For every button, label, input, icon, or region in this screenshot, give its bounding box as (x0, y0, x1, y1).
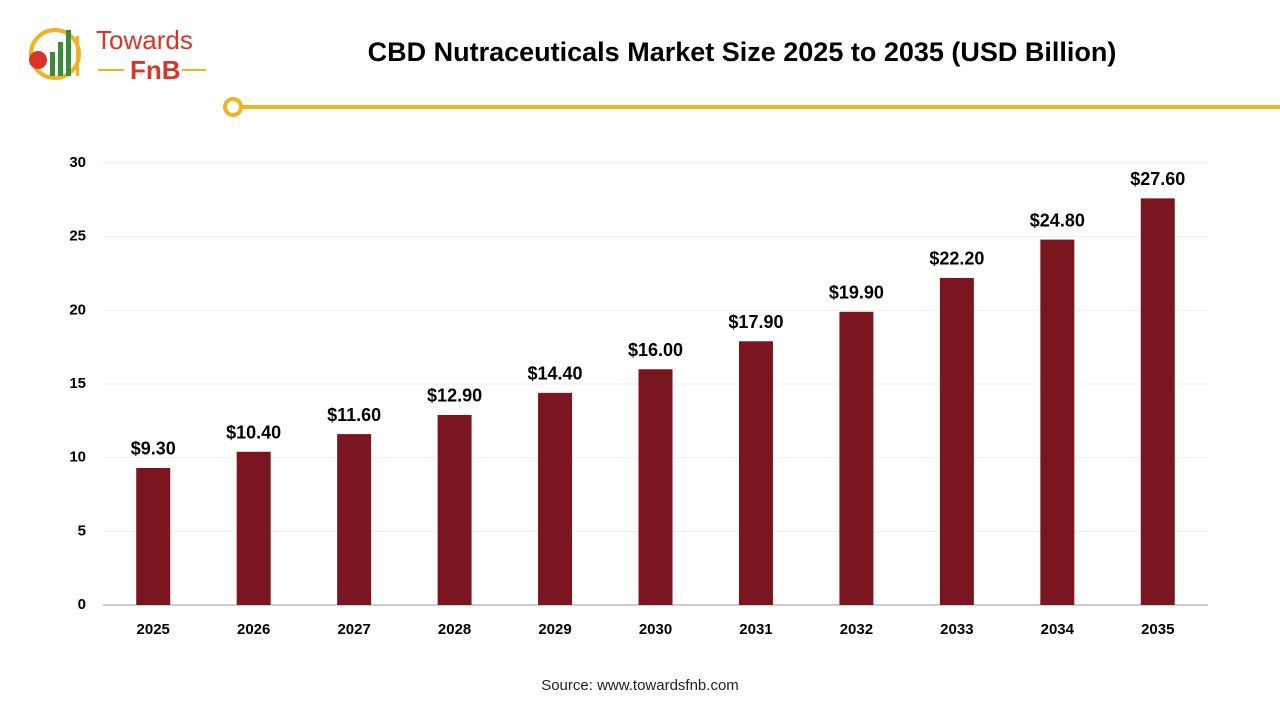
x-tick-label: 2031 (739, 621, 772, 638)
data-label: $19.90 (829, 283, 884, 303)
data-label: $10.40 (226, 423, 281, 443)
logo-icon (50, 52, 55, 76)
bar (236, 451, 271, 605)
y-tick-label: 20 (69, 301, 86, 318)
x-tick-label: 2026 (237, 621, 270, 638)
logo: Towards FnB (29, 25, 206, 85)
data-label: $12.90 (427, 386, 482, 406)
x-tick-label: 2025 (137, 621, 170, 638)
y-tick-label: 25 (69, 228, 86, 245)
bar (136, 467, 171, 605)
bar (839, 311, 874, 605)
y-tick-label: 0 (78, 596, 86, 613)
data-label: $17.90 (728, 312, 783, 332)
y-tick-label: 5 (78, 522, 86, 539)
x-tick-label: 2028 (438, 621, 471, 638)
logo-icon (58, 42, 63, 76)
x-tick-label: 2029 (538, 621, 571, 638)
data-label: $27.60 (1130, 169, 1185, 189)
source: Source: www.towardsfnb.com (541, 677, 739, 694)
logo-text: FnB (130, 55, 181, 85)
data-label: $11.60 (327, 405, 381, 425)
bar (638, 369, 673, 605)
y-tick-label: 30 (69, 154, 86, 171)
data-label: $9.30 (131, 439, 176, 459)
x-tick-label: 2033 (940, 621, 973, 638)
logo-text: Towards (96, 25, 193, 55)
bar (939, 277, 974, 605)
chart-title: CBD Nutraceuticals Market Size 2025 to 2… (368, 37, 1117, 67)
logo-icon (66, 30, 71, 76)
data-label: $22.20 (929, 249, 984, 269)
x-tick-label: 2032 (840, 621, 873, 638)
title-rule-dot (223, 97, 243, 117)
data-label: $16.00 (628, 340, 683, 360)
bar (1140, 198, 1175, 606)
x-tick-label: 2034 (1041, 621, 1075, 638)
x-tick-label: 2030 (639, 621, 672, 638)
bar (337, 434, 372, 605)
y-tick-label: 10 (69, 449, 86, 466)
y-tick-label: 15 (69, 375, 86, 392)
bar (538, 392, 573, 605)
bar (437, 414, 472, 605)
bar (738, 341, 773, 605)
x-tick-label: 2035 (1141, 621, 1174, 638)
data-label: $24.80 (1030, 210, 1085, 230)
bar (1040, 239, 1075, 605)
logo-icon (76, 36, 79, 76)
logo-icon (29, 51, 47, 69)
data-label: $14.40 (528, 364, 583, 384)
x-tick-label: 2027 (337, 621, 370, 638)
